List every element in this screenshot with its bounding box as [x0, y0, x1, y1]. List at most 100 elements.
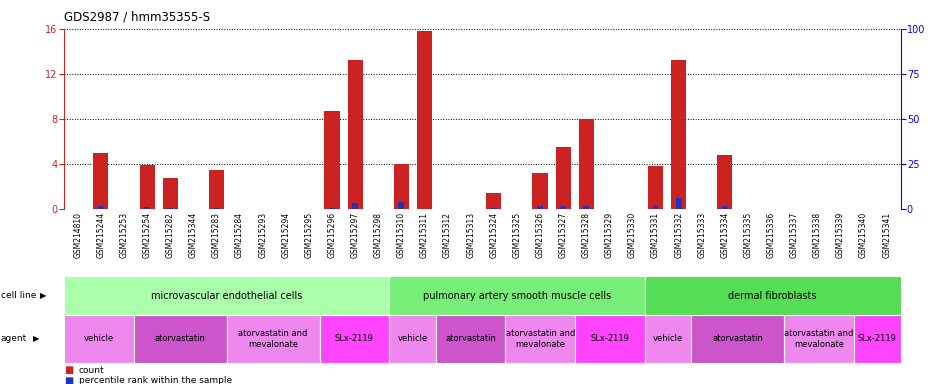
Bar: [506, 315, 575, 363]
Bar: [676, 198, 682, 209]
Text: GSM215283: GSM215283: [212, 212, 221, 258]
Bar: [691, 315, 784, 363]
Text: microvascular endothelial cells: microvascular endothelial cells: [151, 291, 303, 301]
Bar: [671, 60, 686, 209]
Text: GSM215253: GSM215253: [119, 212, 129, 258]
Text: GSM215295: GSM215295: [305, 212, 313, 258]
Text: GSM215333: GSM215333: [697, 212, 706, 258]
Bar: [140, 165, 154, 209]
Text: GSM215340: GSM215340: [859, 212, 868, 258]
Bar: [64, 276, 389, 315]
Text: GSM215341: GSM215341: [882, 212, 891, 258]
Text: SLx-2119: SLx-2119: [335, 334, 374, 343]
Text: GSM215329: GSM215329: [604, 212, 614, 258]
Bar: [648, 166, 663, 209]
Text: GSM215296: GSM215296: [327, 212, 337, 258]
Text: GSM215310: GSM215310: [397, 212, 406, 258]
Text: GSM215298: GSM215298: [374, 212, 383, 258]
Bar: [645, 276, 901, 315]
Bar: [399, 202, 404, 209]
Bar: [389, 315, 436, 363]
Text: GSM215332: GSM215332: [674, 212, 683, 258]
Text: GSM215311: GSM215311: [420, 212, 429, 258]
Text: GSM215334: GSM215334: [720, 212, 729, 258]
Bar: [584, 206, 589, 209]
Text: cell line: cell line: [1, 291, 37, 300]
Bar: [784, 315, 854, 363]
Bar: [93, 153, 108, 209]
Text: atorvastatin and
mevalonate: atorvastatin and mevalonate: [506, 329, 575, 349]
Bar: [575, 315, 645, 363]
Text: atorvastatin and
mevalonate: atorvastatin and mevalonate: [239, 329, 307, 349]
Bar: [144, 207, 150, 209]
Text: GSM215313: GSM215313: [466, 212, 475, 258]
Text: ■: ■: [64, 376, 73, 384]
Text: GSM215337: GSM215337: [790, 212, 799, 258]
Bar: [532, 173, 547, 209]
Text: ■: ■: [64, 365, 73, 375]
Text: GSM215327: GSM215327: [558, 212, 568, 258]
Bar: [320, 315, 389, 363]
Text: SLx-2119: SLx-2119: [590, 334, 630, 343]
Text: GSM215312: GSM215312: [443, 212, 452, 258]
Text: ▶: ▶: [33, 334, 39, 343]
Bar: [389, 276, 645, 315]
Text: count: count: [79, 366, 104, 375]
Bar: [133, 315, 227, 363]
Text: atorvastatin: atorvastatin: [155, 334, 206, 343]
Bar: [352, 203, 358, 209]
Text: ▶: ▶: [40, 291, 47, 300]
Text: atorvastatin: atorvastatin: [713, 334, 763, 343]
Text: GSM215284: GSM215284: [235, 212, 244, 258]
Text: vehicle: vehicle: [84, 334, 114, 343]
Bar: [64, 315, 133, 363]
Bar: [436, 315, 506, 363]
Text: agent: agent: [1, 334, 27, 343]
Bar: [854, 315, 901, 363]
Bar: [324, 111, 339, 209]
Text: GSM215282: GSM215282: [165, 212, 175, 258]
Bar: [537, 206, 543, 209]
Bar: [98, 206, 103, 209]
Bar: [394, 164, 409, 209]
Text: GSM215339: GSM215339: [836, 212, 845, 258]
Text: GSM215344: GSM215344: [189, 212, 197, 258]
Text: GSM215325: GSM215325: [512, 212, 522, 258]
Text: pulmonary artery smooth muscle cells: pulmonary artery smooth muscle cells: [423, 291, 611, 301]
Bar: [722, 206, 728, 209]
Text: atorvastatin and
mevalonate: atorvastatin and mevalonate: [785, 329, 854, 349]
Text: SLx-2119: SLx-2119: [858, 334, 897, 343]
Text: GSM215335: GSM215335: [744, 212, 753, 258]
Text: GSM215331: GSM215331: [651, 212, 660, 258]
Text: GSM215294: GSM215294: [281, 212, 290, 258]
Text: GSM215326: GSM215326: [536, 212, 544, 258]
Text: atorvastatin: atorvastatin: [446, 334, 496, 343]
Bar: [652, 206, 658, 209]
Text: GSM215336: GSM215336: [767, 212, 776, 258]
Bar: [560, 206, 566, 209]
Text: vehicle: vehicle: [653, 334, 683, 343]
Text: GSM215254: GSM215254: [143, 212, 151, 258]
Text: GSM215297: GSM215297: [351, 212, 360, 258]
Bar: [486, 194, 501, 209]
Bar: [417, 31, 432, 209]
Text: vehicle: vehicle: [398, 334, 428, 343]
Text: GDS2987 / hmm35355-S: GDS2987 / hmm35355-S: [64, 10, 210, 23]
Bar: [209, 170, 224, 209]
Text: GSM215244: GSM215244: [97, 212, 105, 258]
Bar: [645, 315, 691, 363]
Bar: [227, 315, 320, 363]
Bar: [556, 147, 571, 209]
Bar: [163, 178, 178, 209]
Text: GSM215338: GSM215338: [813, 212, 822, 258]
Text: GSM215330: GSM215330: [628, 212, 637, 258]
Text: GSM215293: GSM215293: [258, 212, 267, 258]
Bar: [579, 119, 594, 209]
Text: percentile rank within the sample: percentile rank within the sample: [79, 376, 232, 384]
Text: GSM214810: GSM214810: [73, 212, 83, 258]
Bar: [717, 155, 732, 209]
Text: GSM215324: GSM215324: [490, 212, 498, 258]
Text: GSM215328: GSM215328: [582, 212, 590, 258]
Bar: [348, 60, 363, 209]
Bar: [213, 208, 219, 209]
